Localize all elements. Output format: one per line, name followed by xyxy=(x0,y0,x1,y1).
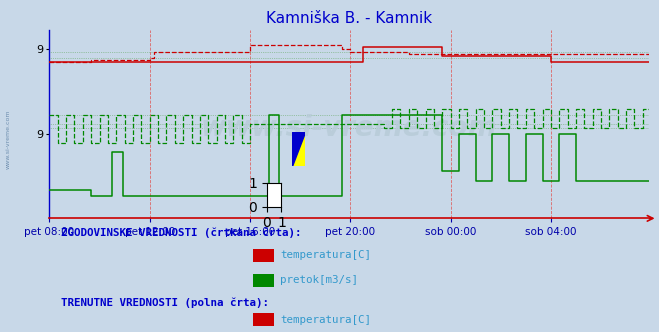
Text: temperatura[C]: temperatura[C] xyxy=(280,250,371,260)
Title: Kamniška B. - Kamnik: Kamniška B. - Kamnik xyxy=(266,11,432,26)
Text: TRENUTNE VREDNOSTI (polna črta):: TRENUTNE VREDNOSTI (polna črta): xyxy=(61,298,270,308)
Text: ZGODOVINSKE VREDNOSTI (črtkana črta):: ZGODOVINSKE VREDNOSTI (črtkana črta): xyxy=(61,227,302,238)
Text: pretok[m3/s]: pretok[m3/s] xyxy=(280,275,358,285)
Bar xyxy=(253,249,274,263)
Text: www.si-vreme.com: www.si-vreme.com xyxy=(201,114,498,142)
Bar xyxy=(253,274,274,287)
Text: temperatura[C]: temperatura[C] xyxy=(280,315,371,325)
Bar xyxy=(253,313,274,326)
Text: www.si-vreme.com: www.si-vreme.com xyxy=(5,110,11,169)
